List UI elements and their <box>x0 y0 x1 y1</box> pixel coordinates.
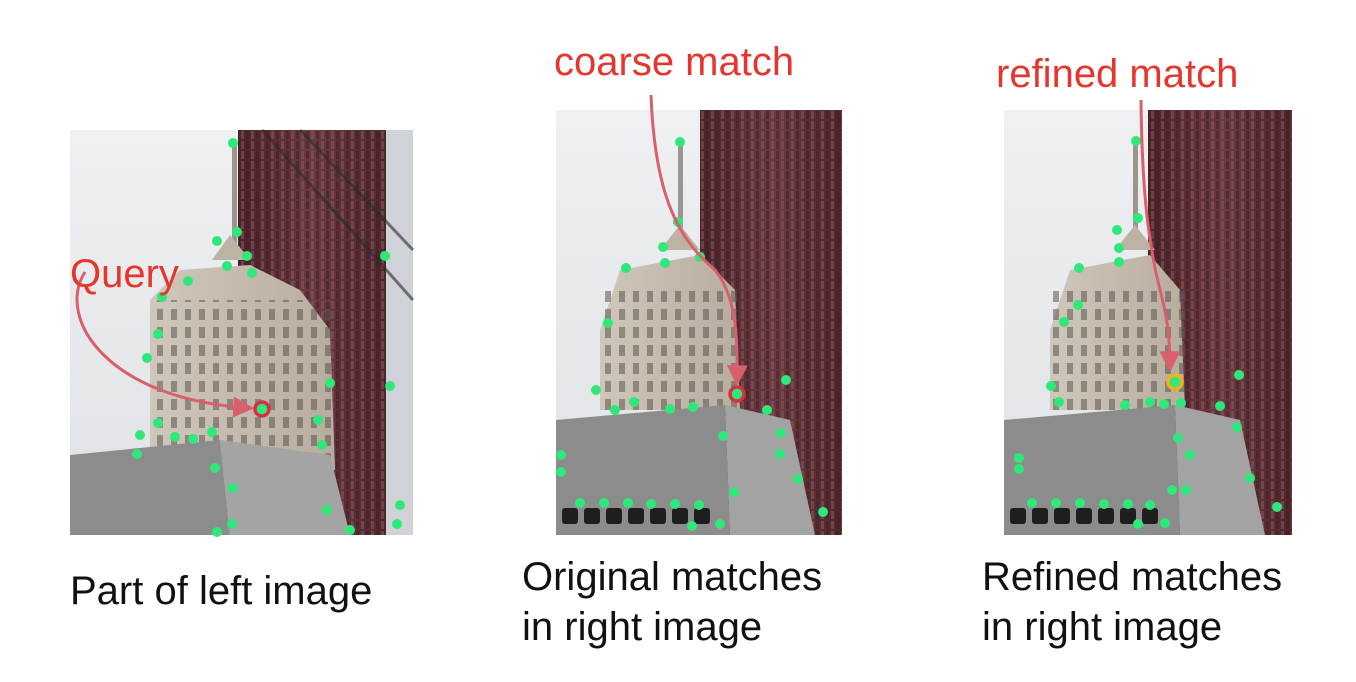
middle-image-panel <box>556 94 842 535</box>
refined-match-arrow <box>1139 99 1181 373</box>
left-caption-line-1: Part of left image <box>70 569 373 613</box>
middle-panel-caption: Original matches in right image <box>522 552 822 652</box>
left-image-panel <box>70 128 415 537</box>
middle-caption-line-2: in right image <box>522 605 763 649</box>
left-roof <box>70 440 230 535</box>
right-keypoints <box>1014 136 1282 529</box>
coarse-match-point <box>728 385 746 403</box>
query-label: Query <box>70 252 179 296</box>
left-keypoints <box>132 138 405 537</box>
query-point <box>253 400 271 418</box>
refined-match-point <box>1166 373 1184 391</box>
right-caption-line-2: in right image <box>982 605 1223 649</box>
right-image-panel <box>1004 99 1292 535</box>
right-caption-line-1: Refined matches <box>982 555 1283 599</box>
left-panel-caption: Part of left image <box>70 566 372 616</box>
right-roof <box>1004 405 1180 535</box>
middle-keypoints <box>556 137 828 531</box>
query-arrow <box>75 271 255 418</box>
middle-caption-line-1: Original matches <box>522 555 823 599</box>
coarse-match-arrow <box>649 94 748 387</box>
coarse-match-label: coarse match <box>554 40 795 84</box>
refined-match-label: refined match <box>996 52 1239 96</box>
right-panel-caption: Refined matches in right image <box>982 552 1282 652</box>
